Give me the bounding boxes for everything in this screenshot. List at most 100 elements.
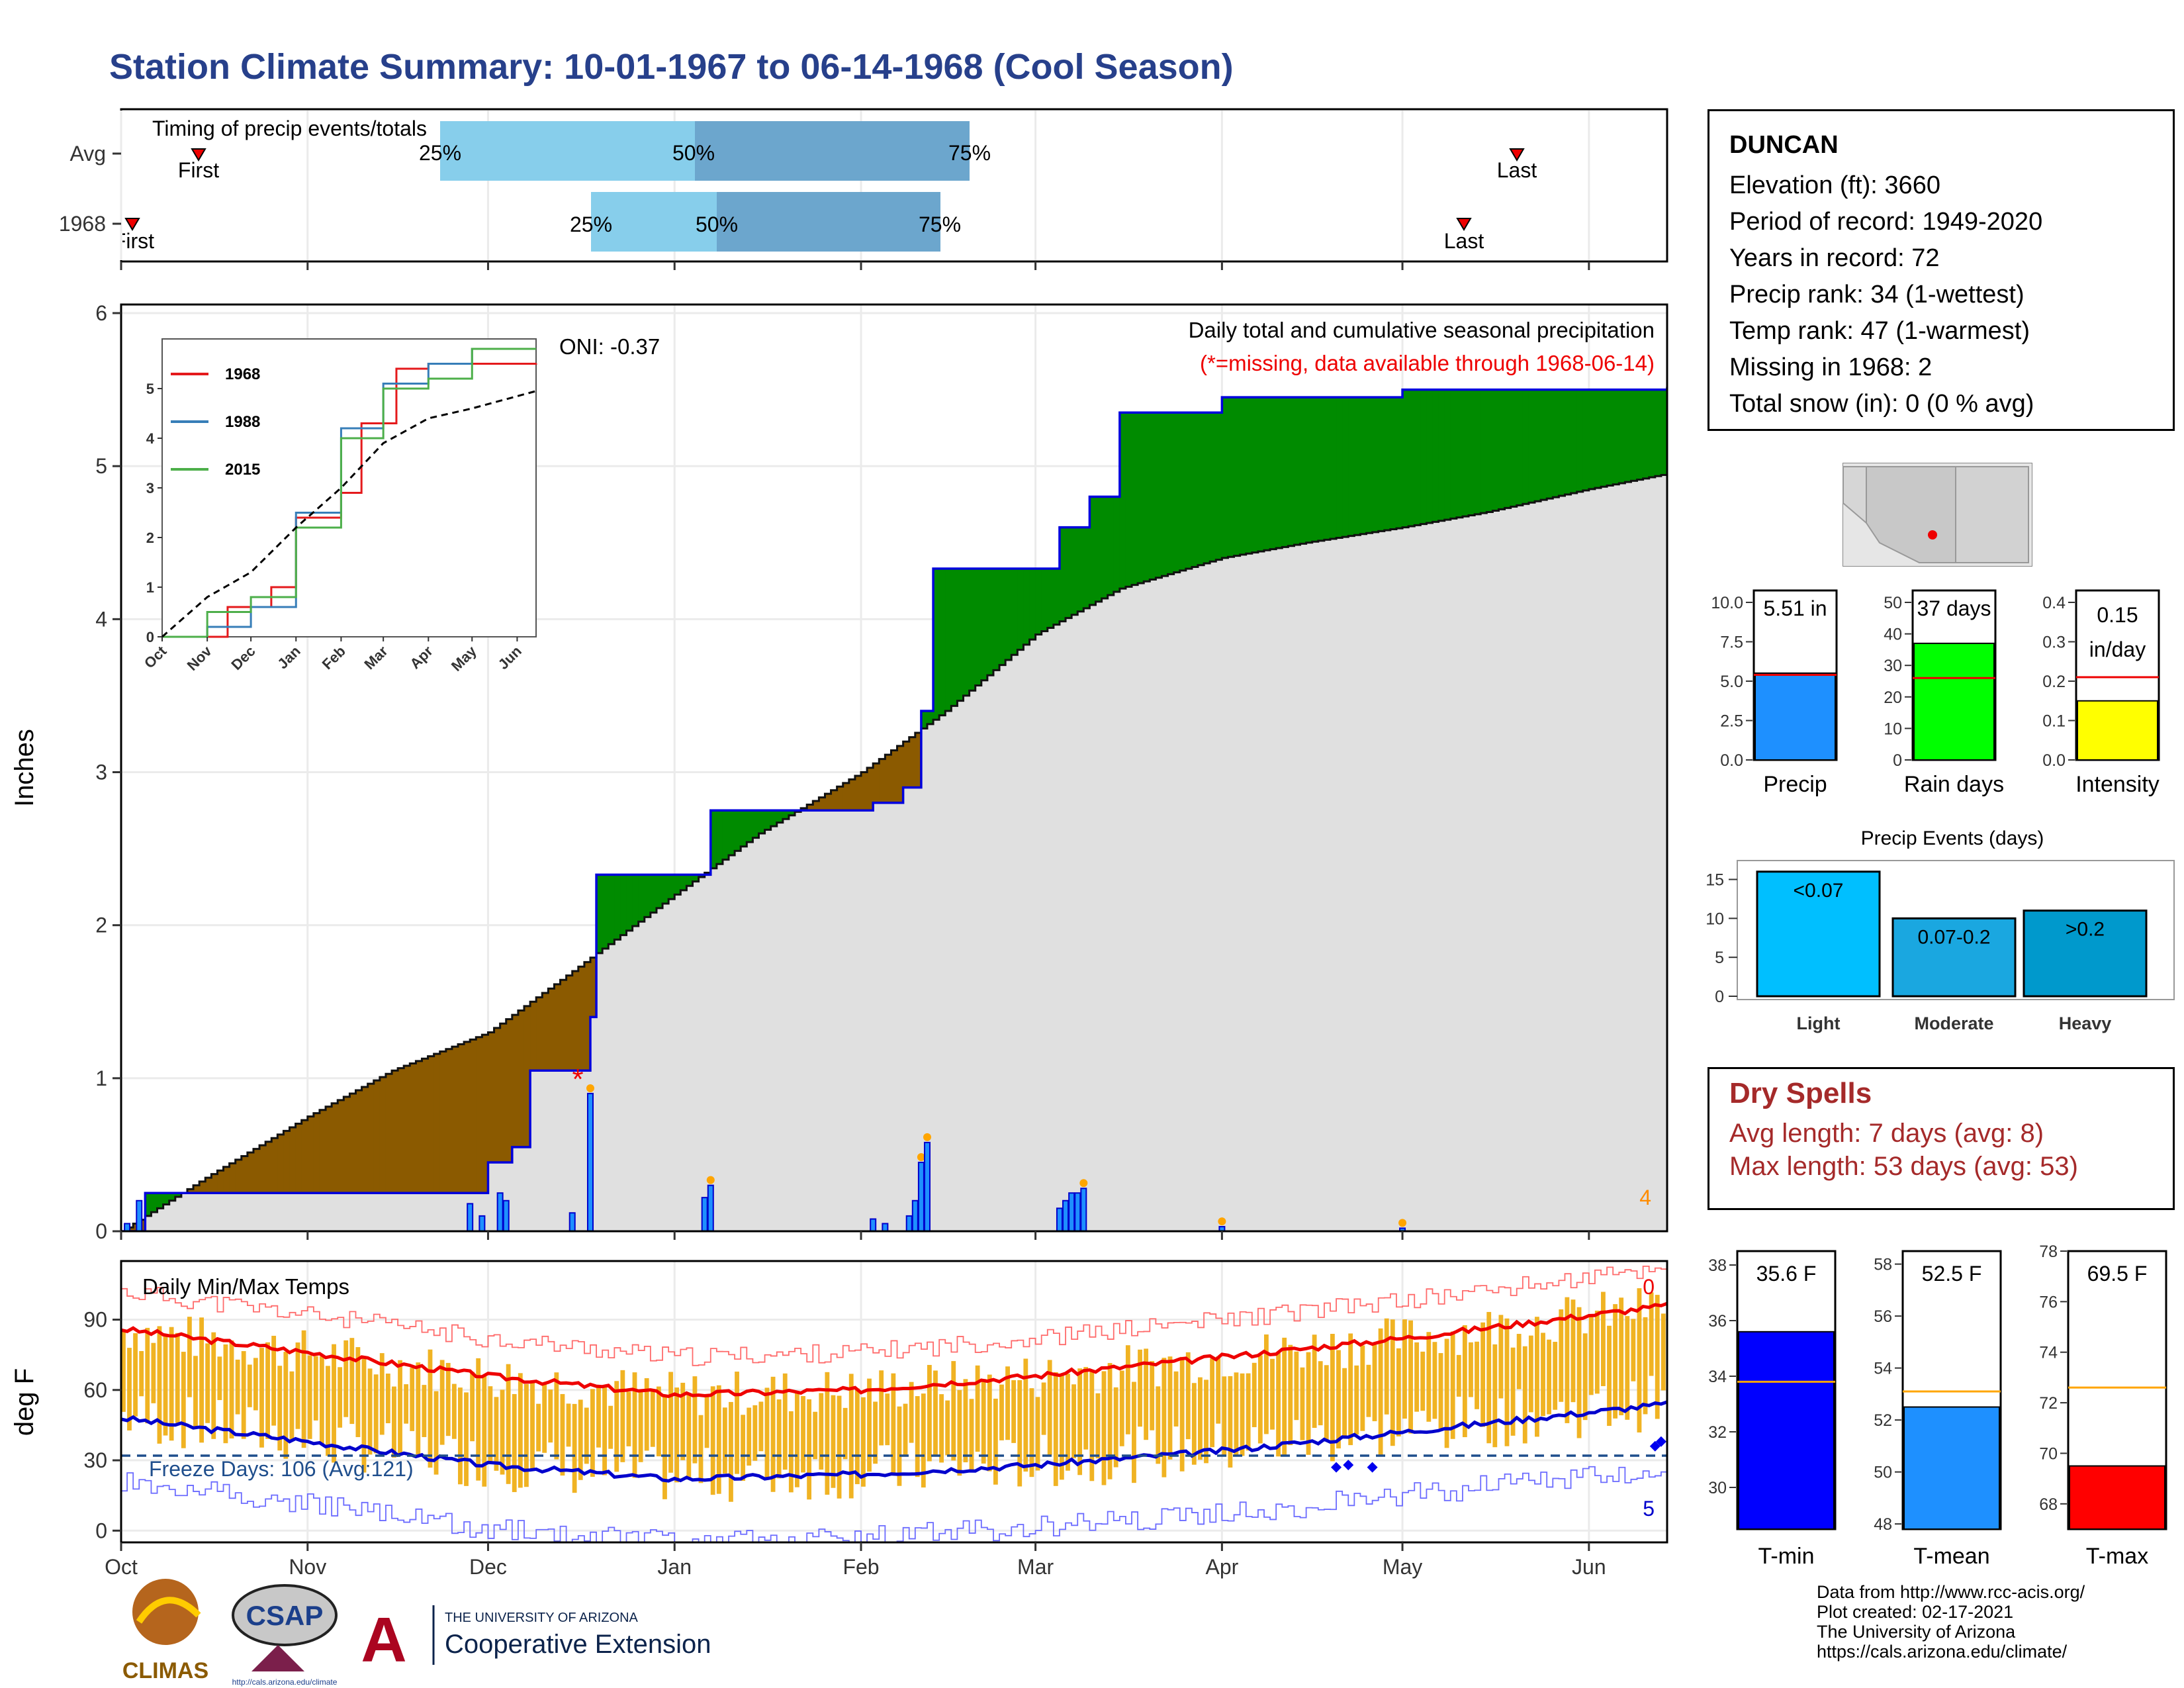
daily-temp-bar bbox=[1384, 1318, 1389, 1415]
deficit-segment bbox=[229, 1163, 236, 1194]
daily-temp-bar bbox=[1372, 1344, 1377, 1421]
events-bar-label: Moderate bbox=[1914, 1013, 1993, 1033]
daily-temp-bar bbox=[1276, 1353, 1281, 1457]
mini-tick-label: 2.5 bbox=[1720, 712, 1743, 731]
surplus-segment bbox=[1306, 397, 1313, 543]
daily-temp-bar bbox=[747, 1407, 752, 1466]
surplus-segment bbox=[1643, 389, 1650, 479]
surplus-segment bbox=[656, 874, 663, 908]
timing-x-ticks bbox=[120, 261, 1590, 270]
events-tick-label: 15 bbox=[1706, 871, 1724, 890]
inset-y-tick-label: 5 bbox=[146, 381, 154, 397]
record-max-line bbox=[121, 1265, 1667, 1366]
deficit-segment bbox=[518, 1010, 525, 1147]
precip-count-label: 4 bbox=[1639, 1186, 1651, 1209]
surplus-segment bbox=[1119, 412, 1126, 589]
daily-temp-bar bbox=[181, 1352, 186, 1448]
daily-temp-bar bbox=[157, 1326, 162, 1444]
daily-precip-bar bbox=[124, 1223, 131, 1231]
daily-temp-bar bbox=[722, 1407, 727, 1474]
daily-temp-bar bbox=[1444, 1338, 1449, 1448]
daily-temp-bar bbox=[716, 1385, 721, 1494]
surplus-segment bbox=[1101, 496, 1109, 598]
surplus-segment bbox=[1041, 569, 1048, 632]
mini-value-label: 5.51 in bbox=[1763, 596, 1827, 620]
deficit-segment bbox=[313, 1113, 320, 1194]
daily-temp-bar bbox=[464, 1392, 469, 1486]
daily-temp-bar bbox=[151, 1342, 156, 1403]
daily-temp-bar bbox=[193, 1356, 198, 1428]
avg-max-line bbox=[121, 1301, 1667, 1399]
daily-temp-bar bbox=[1438, 1353, 1443, 1429]
main-areas bbox=[121, 387, 1667, 1231]
daily-temp-bar bbox=[848, 1374, 854, 1499]
deficit-segment bbox=[837, 786, 844, 811]
surplus-segment bbox=[939, 569, 946, 716]
record-diamond bbox=[1649, 1440, 1661, 1452]
daily-temp-bar bbox=[891, 1373, 896, 1476]
daily-temp-bar bbox=[788, 1411, 794, 1493]
daily-temp-bar bbox=[295, 1342, 300, 1429]
deficit-segment bbox=[217, 1170, 224, 1194]
surplus-segment bbox=[735, 810, 741, 851]
daily-temp-bar bbox=[253, 1358, 258, 1411]
deficit-segment bbox=[301, 1120, 308, 1194]
credit-line: The University of Arizona bbox=[1817, 1622, 2016, 1642]
dry-spells-title: Dry Spells bbox=[1729, 1077, 1872, 1109]
daily-temp-bar bbox=[861, 1397, 866, 1487]
surplus-segment bbox=[1029, 569, 1036, 640]
mini-value-label-2: in/day bbox=[2089, 637, 2146, 661]
daily-temp-bar bbox=[1336, 1350, 1341, 1449]
map-new-mexico bbox=[1955, 466, 2029, 563]
mini-tick-label: 10.0 bbox=[1711, 594, 1743, 612]
surplus-segment bbox=[1402, 389, 1409, 528]
surplus-segment bbox=[1438, 389, 1445, 521]
daily-temp-bar bbox=[1354, 1365, 1359, 1435]
temp-bar-value-label: 69.5 F bbox=[2087, 1262, 2148, 1286]
surplus-segment bbox=[1300, 397, 1307, 544]
surplus-segment bbox=[945, 569, 952, 712]
daily-temp-bar bbox=[1625, 1316, 1630, 1420]
surplus-segment bbox=[722, 810, 729, 860]
surplus-segment bbox=[729, 810, 735, 855]
summary-bars: 0.0 2.5 5.0 7.5 10.0 5.51 in Precip 0 10 20 30 40 50… bbox=[1711, 589, 2160, 797]
events-bar-value: >0.2 bbox=[2066, 919, 2105, 941]
daily-precip-bar bbox=[882, 1223, 889, 1231]
surplus-segment bbox=[680, 874, 688, 890]
yr-first-marker bbox=[124, 218, 140, 231]
yr-bar-dark bbox=[717, 192, 940, 252]
daily-temp-bar bbox=[999, 1384, 1004, 1440]
daily-temp-bar bbox=[379, 1353, 385, 1435]
daily-temp-bar bbox=[807, 1399, 812, 1500]
main-title-1: Daily total and cumulative seasonal prec… bbox=[1189, 318, 1655, 342]
daily-temp-bar bbox=[542, 1383, 547, 1453]
mini-value-bar bbox=[2077, 700, 2158, 761]
surplus-segment bbox=[692, 874, 700, 882]
surplus-segment bbox=[1631, 389, 1638, 481]
daily-temp-bar bbox=[674, 1387, 680, 1483]
events-bar-value: <0.07 bbox=[1794, 880, 1844, 902]
station-dot bbox=[1928, 530, 1937, 539]
record-diamond bbox=[1331, 1462, 1342, 1473]
daily-temp-bar bbox=[632, 1372, 637, 1478]
climas-logo: CLIMAS bbox=[122, 1579, 208, 1683]
temp-x-tick-label: Feb bbox=[842, 1555, 879, 1579]
ua-a-mark: A bbox=[361, 1605, 406, 1675]
daily-temp-bar bbox=[1402, 1319, 1407, 1419]
surplus-segment bbox=[1390, 397, 1397, 530]
daily-temp-bar bbox=[903, 1403, 908, 1457]
station-name: DUNCAN bbox=[1729, 131, 1839, 159]
daily-temp-bar bbox=[909, 1382, 914, 1443]
avg-p50: 50% bbox=[672, 141, 715, 165]
deficit-segment bbox=[458, 1044, 465, 1194]
precip-event-marker bbox=[923, 1133, 931, 1141]
daily-temp-bar bbox=[199, 1317, 204, 1443]
surplus-segment bbox=[741, 810, 747, 847]
daily-precip-bar bbox=[923, 1141, 931, 1231]
surplus-segment bbox=[1047, 569, 1054, 628]
daily-temp-bar bbox=[1191, 1383, 1197, 1465]
daily-temp-bar bbox=[1246, 1373, 1251, 1451]
csap-text: CSAP bbox=[246, 1600, 324, 1631]
credit-line: https://cals.arizona.edu/climate/ bbox=[1817, 1642, 2068, 1662]
deficit-segment bbox=[813, 801, 819, 811]
